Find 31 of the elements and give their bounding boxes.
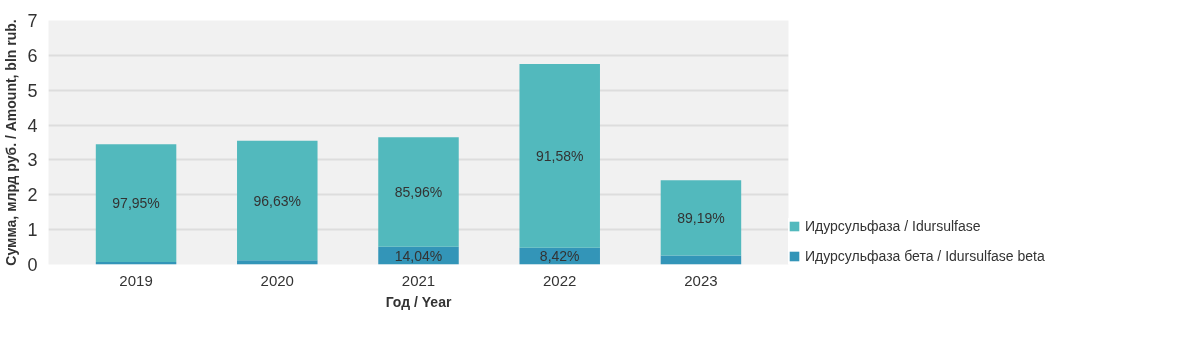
- y-tick-label: 4: [27, 115, 38, 136]
- annotation: 91,58%: [535, 147, 584, 164]
- annotation: 96,63%: [253, 192, 302, 209]
- bar: [519, 64, 600, 248]
- annotation: 85,96%: [394, 184, 443, 200]
- y-tick-label: 5: [27, 80, 38, 101]
- annotation: 8,42%: [539, 248, 580, 265]
- bar: [95, 144, 177, 263]
- x-tick-label: 2021: [401, 271, 436, 289]
- bar: [660, 255, 742, 265]
- y-tick-label: 2: [27, 185, 38, 206]
- legend-label: Идурсульфаза / Idursulfase: [805, 218, 981, 234]
- bar: [237, 260, 318, 265]
- y-tick-label: 1: [27, 220, 38, 241]
- annotation: 97,95%: [112, 195, 160, 212]
- y-tick-label: 3: [27, 150, 38, 171]
- y-tick-label: 0: [27, 255, 38, 275]
- bar: [378, 137, 459, 247]
- annotation: 14,04%: [394, 247, 443, 264]
- annotation: 89,19%: [677, 209, 725, 226]
- x-axis-title: Год / Year: [385, 293, 452, 310]
- bar: [660, 180, 742, 256]
- x-tick-label: 2022: [543, 271, 577, 289]
- y-axis-title: Сумма, млрд руб. / Amount, bln rub.: [3, 19, 20, 266]
- x-tick-label: 2019: [119, 271, 153, 289]
- y-tick-label: 7: [27, 11, 38, 31]
- x-tick-label: 2020: [260, 271, 294, 289]
- bar: [237, 140, 318, 261]
- y-tick-label: 6: [27, 45, 38, 66]
- legend-label: Идурсульфаза бета / Idursulfase beta: [805, 248, 1045, 264]
- x-tick-label: 2023: [684, 271, 718, 289]
